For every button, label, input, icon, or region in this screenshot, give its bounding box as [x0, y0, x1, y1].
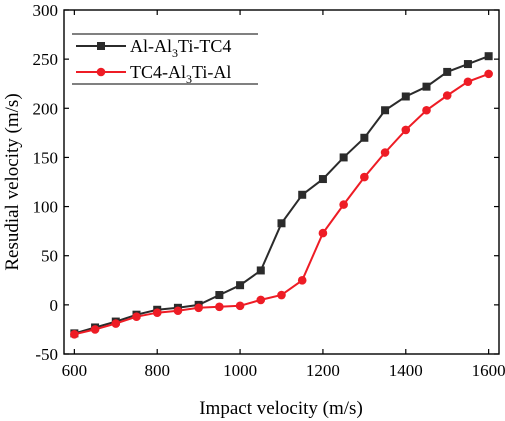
series-layer [70, 52, 493, 339]
data-point [235, 301, 245, 311]
data-point [277, 219, 286, 228]
legend-label: Al-Al3Ti-TC4 [130, 36, 231, 60]
data-point [256, 266, 265, 275]
y-axis-title: Resudial velocity (m/s) [2, 93, 23, 270]
data-point [256, 295, 266, 305]
y-tick-label: 300 [33, 1, 59, 20]
data-point [111, 319, 121, 328]
legend-item: TC4-Al3Ti-Al [76, 62, 231, 86]
x-tick-label: 800 [144, 361, 170, 380]
legend-label: TC4-Al3Ti-Al [130, 62, 231, 86]
legend-swatch-marker [97, 42, 105, 50]
y-tick-label: 100 [33, 198, 59, 217]
data-point [463, 77, 473, 87]
y-tick-label: 150 [33, 148, 59, 167]
data-point [360, 133, 369, 142]
plot-area [63, 9, 500, 355]
data-point [339, 200, 348, 209]
data-point [442, 91, 452, 100]
data-point [401, 125, 411, 135]
x-tick-label: 600 [62, 361, 88, 380]
y-tick-label: -50 [35, 345, 58, 364]
data-point [422, 82, 431, 91]
data-point [194, 303, 203, 313]
series-2 [70, 69, 493, 339]
data-point [318, 228, 328, 238]
y-tick-label: 0 [50, 296, 59, 315]
x-tick-label: 1000 [223, 361, 257, 380]
y-tick-label: 200 [33, 99, 59, 118]
data-point [484, 69, 493, 79]
legend-item: Al-Al3Ti-TC4 [76, 36, 231, 60]
x-tick-label: 1600 [472, 361, 505, 380]
data-point [318, 175, 327, 184]
data-point [236, 281, 245, 290]
y-tick-label: 250 [33, 50, 59, 69]
legend-swatch-marker [96, 67, 106, 77]
data-point [422, 105, 431, 115]
data-point [381, 106, 390, 115]
data-point [484, 52, 493, 61]
x-tick-label: 1200 [306, 361, 340, 380]
data-point [360, 172, 369, 182]
data-point [339, 153, 348, 162]
data-point [70, 330, 79, 339]
y-tick-label: 50 [41, 247, 58, 266]
data-point [215, 302, 224, 312]
data-point [152, 308, 162, 318]
data-point [380, 148, 390, 157]
data-point [215, 291, 224, 300]
data-point [463, 60, 472, 69]
data-point [132, 312, 141, 321]
x-tick-label: 1400 [389, 361, 423, 380]
data-point [297, 275, 307, 285]
data-point [298, 190, 307, 199]
data-point [173, 306, 183, 316]
axes-ticks: 600 800 1000 1200 1400 1600 -50 0 50 100 150 200 250… [33, 1, 505, 380]
data-point [443, 67, 452, 76]
data-point [90, 325, 100, 334]
x-axis-title: Impact velocity (m/s) [199, 398, 363, 419]
data-point [277, 290, 286, 300]
plot-frame [63, 9, 500, 355]
data-point [401, 92, 410, 101]
